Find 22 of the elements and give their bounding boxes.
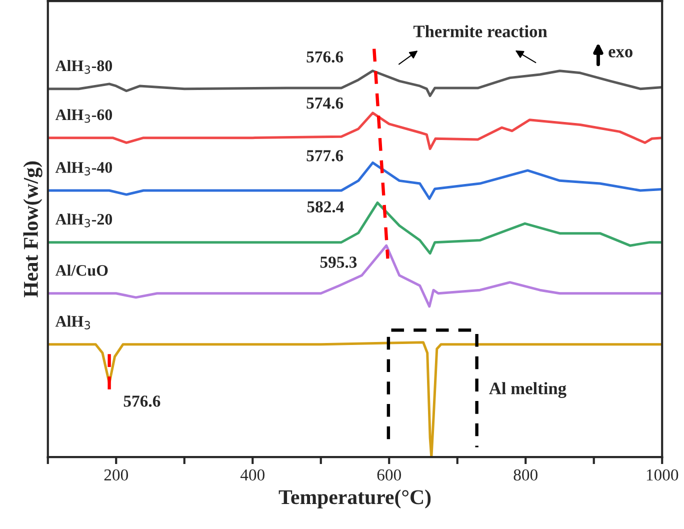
- x-tick-label: 1000: [646, 469, 678, 481]
- x-tick-label: 600: [377, 469, 401, 481]
- x-axis-title: Temperature(°C): [278, 490, 431, 508]
- annotation: 582.4: [307, 201, 344, 213]
- series-label: AlH$_{3}$-60: [55, 108, 112, 123]
- x-tick-label: 200: [104, 469, 128, 481]
- text: Thermite reaction: [413, 25, 548, 38]
- annotation: 577.6: [306, 150, 344, 162]
- series-label: AlH$_{3}$: [55, 316, 90, 330]
- y-axis-title: Heat Flow(w/g): [23, 161, 42, 298]
- annotation: 576.6: [124, 396, 160, 407]
- series-label: AlH$_{3}$-40: [55, 162, 112, 176]
- series-label: AlH$_{3}$-20: [55, 213, 112, 228]
- series-label: Al/CuO: [55, 264, 108, 276]
- x-tick-label: 800: [514, 469, 538, 481]
- annotation: exo: [608, 49, 632, 58]
- annotation: 595.3: [320, 256, 357, 268]
- annotation: 576.6: [306, 51, 344, 63]
- x-tick-label: 400: [240, 469, 264, 481]
- series-label: AlH$_{3}$-80: [55, 60, 112, 74]
- annotation: Al melting: [489, 382, 566, 398]
- annotation: 574.6: [306, 98, 344, 109]
